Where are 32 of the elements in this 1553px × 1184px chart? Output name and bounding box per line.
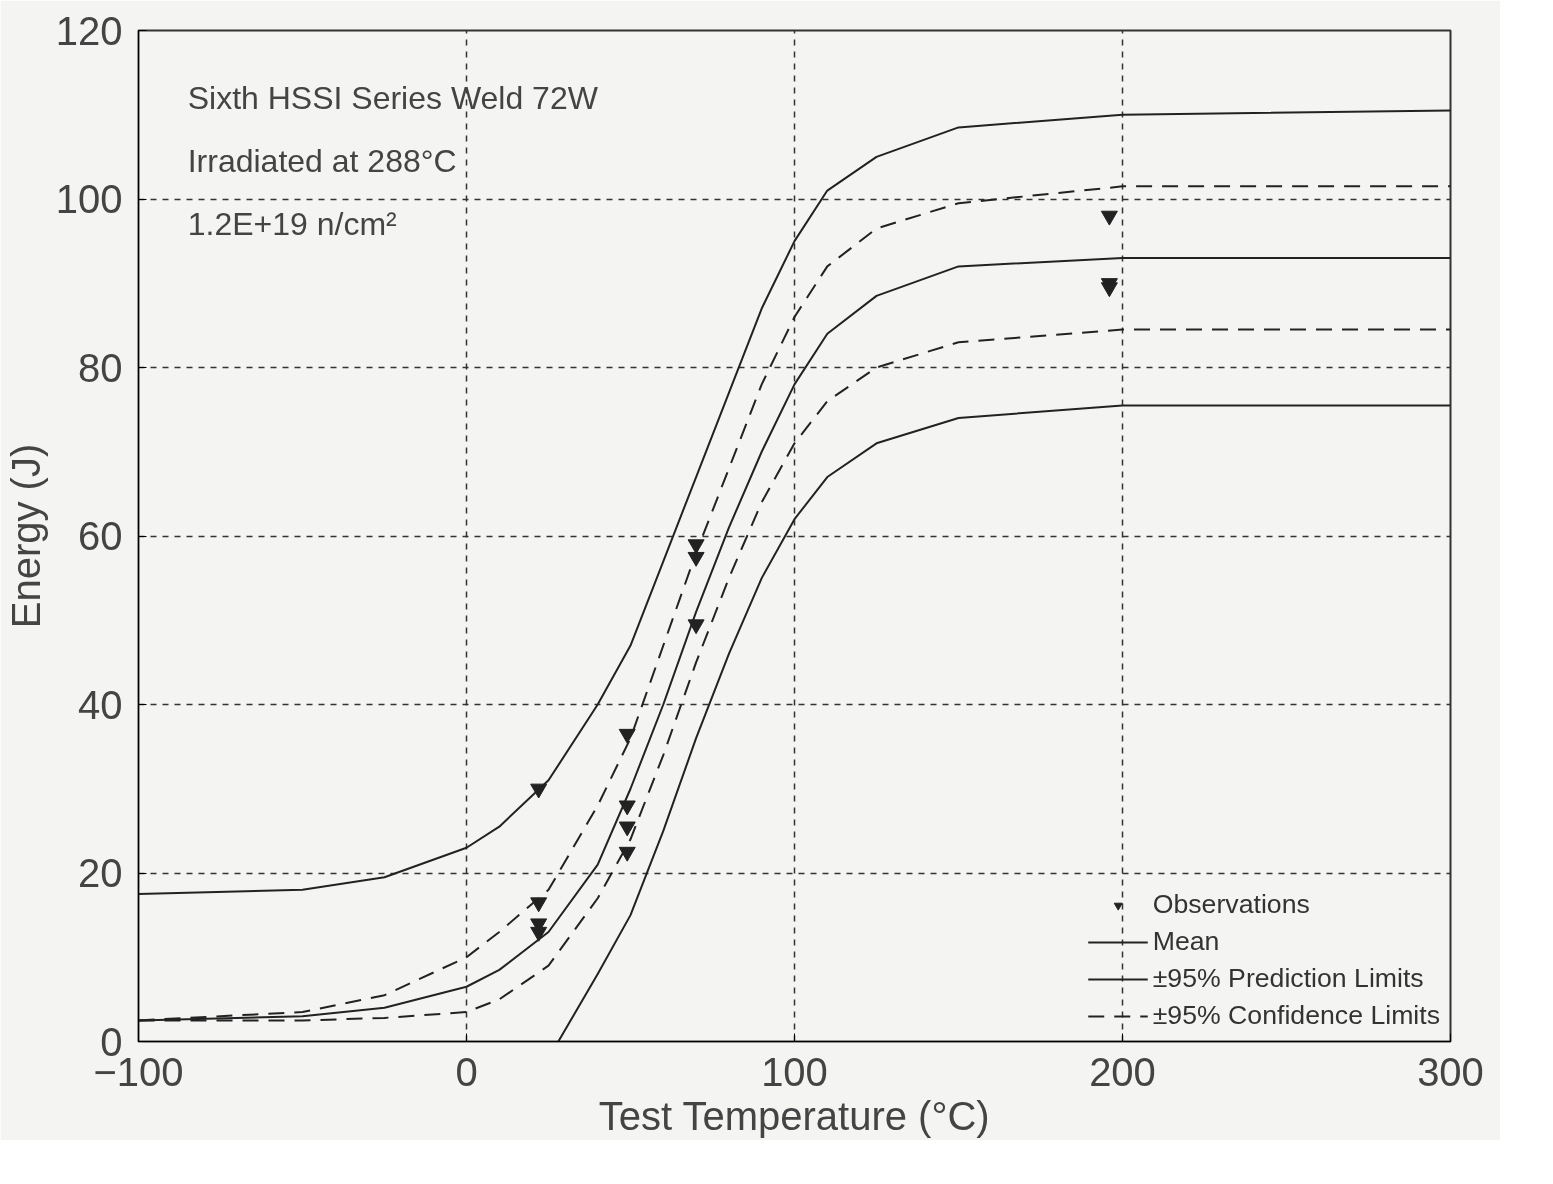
point: [530, 897, 548, 913]
point: [618, 800, 636, 816]
point: [1100, 210, 1118, 226]
y-tick-label: 120: [55, 8, 123, 53]
point: [1100, 282, 1118, 298]
legend-label: ±95% Confidence Limits: [1152, 1000, 1440, 1031]
legend-label: Observations: [1152, 889, 1310, 920]
y-tick-label: 100: [55, 177, 123, 221]
point: [530, 926, 548, 942]
point: [530, 783, 548, 799]
y-tick-label: 80: [78, 345, 123, 390]
line-series: [557, 404, 1451, 1042]
x-tick-label: 300: [1417, 1049, 1484, 1094]
annotation: 1.2E+19 n/cm²: [187, 206, 398, 243]
annotation: Irradiated at 288°C: [187, 143, 457, 180]
point: [687, 619, 705, 635]
point: [618, 821, 636, 837]
y-tick-label: 20: [78, 851, 123, 895]
x-axis-title: Test Temperature (°C): [598, 1093, 990, 1138]
x-tick-label: 100: [761, 1049, 828, 1094]
line-series: [138, 109, 1451, 896]
legend-label: Mean: [1152, 926, 1220, 957]
y-axis-title: Energy (J): [3, 443, 48, 629]
y-tick-label: 40: [78, 682, 123, 727]
x-tick-label: 0: [455, 1049, 478, 1094]
point: [618, 728, 636, 744]
point: [618, 846, 636, 862]
y-tick-label: 60: [78, 514, 123, 558]
point: [687, 551, 705, 567]
annotation: Sixth HSSI Series Weld 72W: [187, 79, 599, 116]
x-tick-label: 200: [1089, 1049, 1156, 1094]
legend-label: ±95% Prediction Limits: [1152, 963, 1424, 994]
